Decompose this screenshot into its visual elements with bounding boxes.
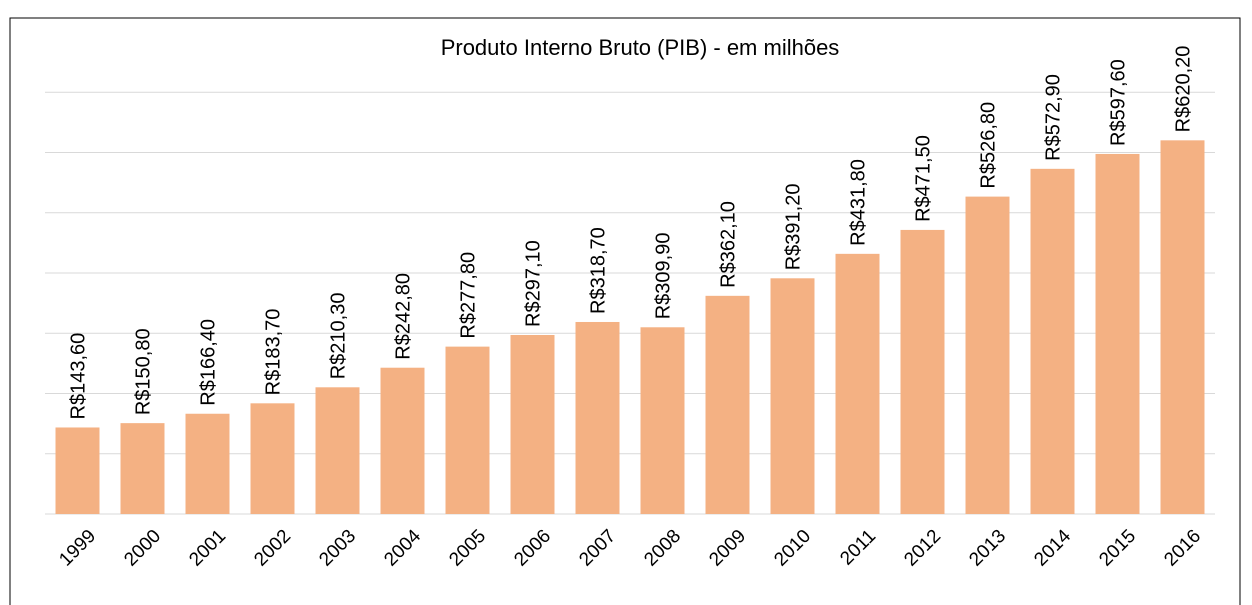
value-label: R$318,70 <box>588 227 610 314</box>
x-tick-label: 2010 <box>770 526 815 571</box>
bar <box>315 387 360 514</box>
x-tick-label: 2007 <box>575 526 620 571</box>
value-label: R$166,40 <box>198 319 220 406</box>
bar <box>1030 168 1075 514</box>
value-label: R$277,80 <box>458 252 480 339</box>
value-label: R$391,20 <box>783 184 805 271</box>
x-tick-label: 2013 <box>965 526 1010 571</box>
x-tick-label: 2002 <box>250 526 295 571</box>
bar <box>900 229 945 514</box>
x-tick-label: 2004 <box>380 525 425 570</box>
value-label: R$362,10 <box>718 201 740 288</box>
value-label: R$572,90 <box>1043 74 1065 161</box>
x-tick-label: 2006 <box>510 526 555 571</box>
bar <box>185 413 230 514</box>
value-label: R$597,60 <box>1108 59 1130 146</box>
value-label: R$210,30 <box>328 293 350 380</box>
bar <box>380 367 425 514</box>
bar <box>120 423 165 514</box>
bar <box>965 196 1010 514</box>
value-label: R$309,90 <box>653 233 675 320</box>
bar <box>575 321 620 514</box>
x-tick-label: 2000 <box>120 526 165 571</box>
x-tick-label: 2015 <box>1095 526 1140 571</box>
chart-border <box>9 17 1241 605</box>
x-tick-label: 2016 <box>1160 526 1205 571</box>
bar <box>770 278 815 514</box>
bar <box>640 327 685 514</box>
bar <box>445 346 490 514</box>
x-tick-label: 2005 <box>445 526 490 571</box>
chart-title: Produto Interno Bruto (PIB) - em milhões <box>441 35 840 60</box>
bar <box>510 334 555 514</box>
x-tick-label: 2009 <box>705 526 750 571</box>
value-label: R$183,70 <box>263 309 285 396</box>
bar <box>55 427 100 514</box>
x-tick-label: 2001 <box>185 526 230 571</box>
x-tick-label: 1999 <box>55 526 100 571</box>
value-label: R$471,50 <box>913 135 935 222</box>
value-label: R$620,20 <box>1173 46 1195 133</box>
value-label: R$242,80 <box>393 273 415 360</box>
value-label: R$150,80 <box>133 328 155 415</box>
bar <box>705 295 750 514</box>
x-tick-label: 2008 <box>640 526 685 571</box>
x-tick-label: 2003 <box>315 526 360 571</box>
value-label: R$526,80 <box>978 102 1000 189</box>
bar <box>250 403 295 514</box>
x-tick-label: 2012 <box>900 526 945 571</box>
x-tick-label: 2011 <box>836 526 880 570</box>
bar <box>1095 153 1140 515</box>
bar <box>1160 140 1205 514</box>
value-label: R$297,10 <box>523 240 545 327</box>
x-tick-label: 2014 <box>1030 525 1075 570</box>
bar <box>835 253 880 514</box>
value-label: R$143,60 <box>68 333 90 420</box>
value-label: R$431,80 <box>848 159 870 246</box>
